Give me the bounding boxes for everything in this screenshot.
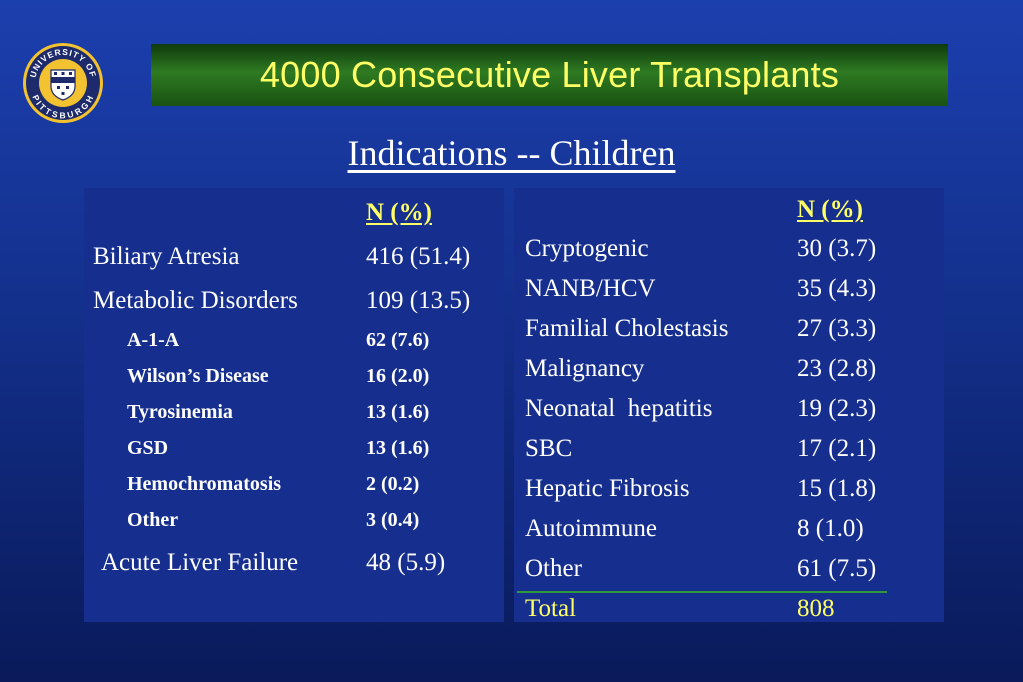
left-table-panel <box>84 188 504 622</box>
right-column-header: N (%) <box>797 196 863 223</box>
right-row-value: 27 (3.3) <box>797 315 877 342</box>
university-seal-logo: UNIVERSITY OF PITTSBURGH <box>23 43 103 123</box>
right-table-panel <box>514 188 944 622</box>
left-subrow-value: 62 (7.6) <box>366 329 430 351</box>
left-row-label: Acute Liver Failure <box>101 549 299 576</box>
left-row-value: 109 (13.5) <box>366 287 471 314</box>
total-value: 808 <box>797 595 835 622</box>
right-row-label: Hepatic Fibrosis <box>525 475 690 502</box>
total-divider <box>517 591 887 593</box>
left-subrow-value: 13 (1.6) <box>366 401 430 423</box>
left-subrow-value: 2 (0.2) <box>366 473 420 495</box>
left-subrow-value: 3 (0.4) <box>366 509 420 531</box>
left-subrow-value: 13 (1.6) <box>366 437 430 459</box>
left-subrow-label: Tyrosinemia <box>127 401 233 423</box>
page-title: 4000 Consecutive Liver Transplants <box>259 54 840 95</box>
subtitle: Indications -- Children <box>347 133 676 173</box>
left-row-label: Biliary Atresia <box>93 243 240 270</box>
right-row-value: 8 (1.0) <box>797 515 864 542</box>
left-column-header: N (%) <box>366 199 432 226</box>
right-row-value: 23 (2.8) <box>797 355 877 382</box>
left-subrow-label: Wilson’s Disease <box>127 365 269 387</box>
right-row-label: Malignancy <box>525 355 645 382</box>
right-row-label: Autoimmune <box>525 515 657 542</box>
right-row-label: Cryptogenic <box>525 235 649 262</box>
right-row-label: NANB/HCV <box>525 275 656 302</box>
right-row-value: 15 (1.8) <box>797 475 877 502</box>
right-row-label: SBC <box>525 435 573 462</box>
right-row-label: Other <box>525 555 582 582</box>
right-row-label: Familial Cholestasis <box>525 315 729 342</box>
right-row-value: 61 (7.5) <box>797 555 877 582</box>
left-subrow-label: A-1-A <box>127 329 180 351</box>
title-bar: 4000 Consecutive Liver Transplants <box>151 44 948 106</box>
left-subrow-value: 16 (2.0) <box>366 365 430 387</box>
left-row-value: 416 (51.4) <box>366 243 471 270</box>
right-row-value: 19 (2.3) <box>797 395 877 422</box>
left-row-value: 48 (5.9) <box>366 549 446 576</box>
right-row-value: 30 (3.7) <box>797 235 877 262</box>
left-subrow-label: Hemochromatosis <box>127 473 282 495</box>
left-row-label: Metabolic Disorders <box>93 287 298 314</box>
right-row-label: Neonatal hepatitis <box>525 395 713 422</box>
left-subrow-label: GSD <box>127 437 169 459</box>
right-row-value: 17 (2.1) <box>797 435 877 462</box>
total-label: Total <box>525 595 577 622</box>
right-row-value: 35 (4.3) <box>797 275 877 302</box>
left-subrow-label: Other <box>127 509 179 531</box>
